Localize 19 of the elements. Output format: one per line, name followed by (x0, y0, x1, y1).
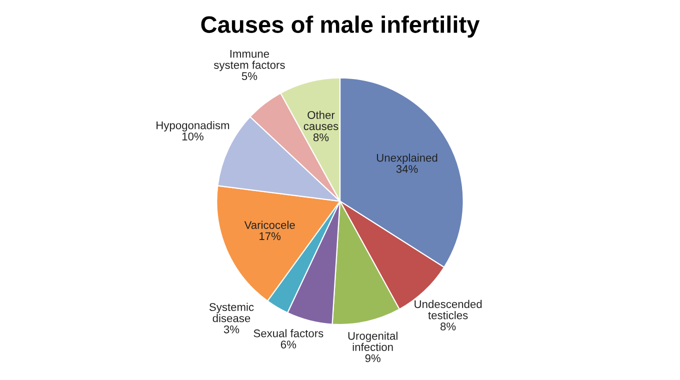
slice-label: Other causes (304, 110, 338, 130)
chart-title: Causes of male infertility (201, 16, 480, 38)
data-label: 10% (182, 132, 204, 140)
slice-label: Immune system factors (214, 50, 285, 72)
data-label: 5% (242, 72, 258, 80)
slice-label: Sexual factors (254, 329, 324, 338)
slice-label: Urogenital infection (348, 332, 398, 351)
data-label: 17% (260, 232, 281, 240)
slice-label: Unexplained (376, 154, 438, 164)
slice-label: Varicocele (244, 220, 295, 229)
data-label: 8% (313, 133, 329, 142)
slice-label: Undescended testicles (414, 300, 482, 320)
data-label: 9% (365, 354, 380, 362)
data-label: 8% (440, 322, 456, 330)
data-label: 3% (224, 325, 240, 334)
slice-label: Systemic disease (209, 302, 254, 322)
data-label: 6% (280, 340, 296, 348)
slice-label: Hypogonadism (156, 121, 230, 132)
data-label: 34% (396, 165, 418, 173)
